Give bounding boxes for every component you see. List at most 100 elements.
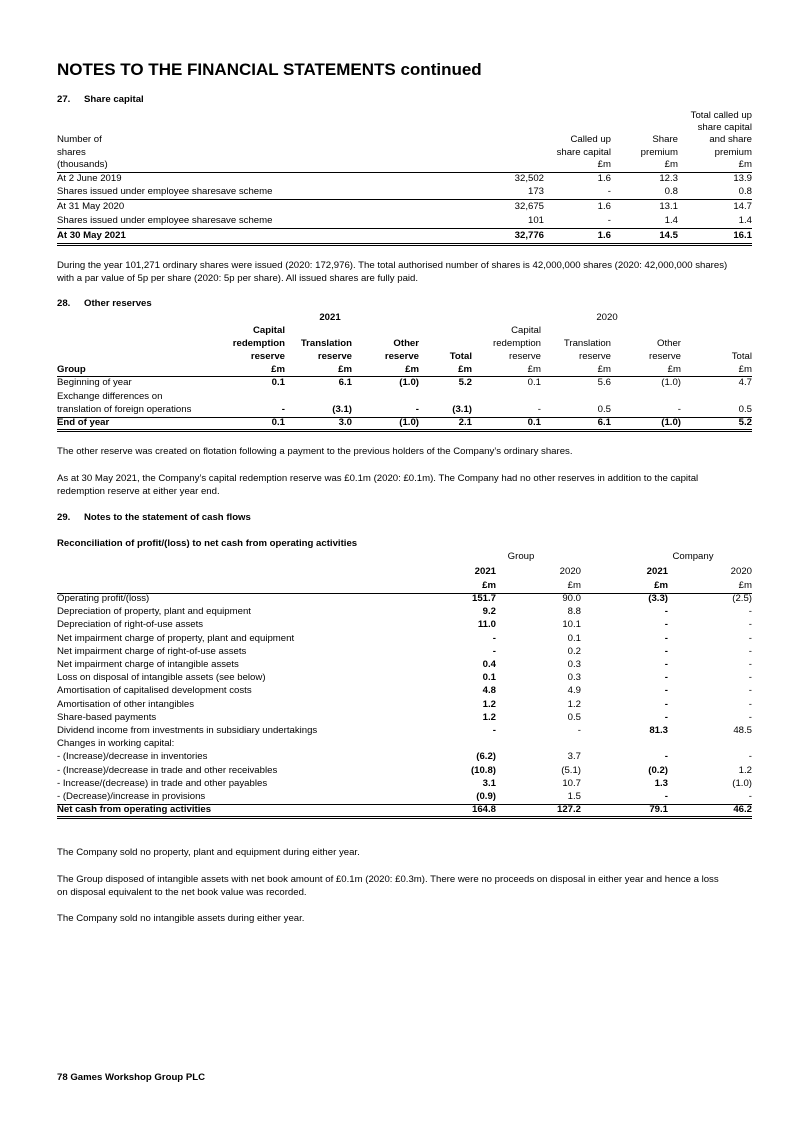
cell: 81.3 xyxy=(649,725,668,736)
cell: 0.5 xyxy=(567,711,581,723)
row-label: Net impairment charge of intangible asse… xyxy=(57,659,239,670)
paragraph-line: The Company sold no property, plant and … xyxy=(57,847,360,858)
row-label: Amortisation of capitalised development … xyxy=(57,685,252,697)
cell: 1.4 xyxy=(664,215,678,226)
cell: 12.3 xyxy=(659,173,678,184)
rule xyxy=(57,593,752,594)
paragraph-line: with a par value of 5p per share (2020: … xyxy=(57,273,419,284)
cell: 16.1 xyxy=(733,230,752,241)
cell: - xyxy=(748,685,752,697)
row-label: - (Increase)/decrease in trade and other… xyxy=(57,764,278,776)
row-label: At 2 June 2019 xyxy=(57,173,122,184)
cell: - xyxy=(492,632,496,644)
cell: - xyxy=(664,791,668,802)
column-header: Total called up xyxy=(690,109,752,121)
paragraph-line: As at 30 May 2021, the Company’s capital… xyxy=(57,473,699,484)
row-label: Depreciation of property, plant and equi… xyxy=(57,606,251,618)
row-label: translation of foreign operations xyxy=(57,404,192,415)
cell: (3.1) xyxy=(332,404,352,415)
column-header: £m xyxy=(597,159,611,170)
note-number: 29. xyxy=(57,512,71,523)
cell: 0.8 xyxy=(738,186,752,197)
cell: 101 xyxy=(527,215,544,226)
cell: 79.1 xyxy=(649,804,668,816)
cell: 32,675 xyxy=(514,201,544,212)
column-header: Other xyxy=(393,337,419,349)
cell: 164.8 xyxy=(471,804,496,816)
column-header: redemption xyxy=(493,337,541,349)
column-header: reserve xyxy=(649,350,681,362)
cell: 6.1 xyxy=(338,377,352,388)
note-number: 27. xyxy=(57,94,71,105)
row-label: Shares issued under employee sharesave s… xyxy=(57,215,273,226)
cell: 8.8 xyxy=(567,606,581,618)
cell: (0.2) xyxy=(648,764,668,776)
column-header: 2021 xyxy=(474,566,496,577)
cell: - xyxy=(748,659,752,670)
cell: - xyxy=(664,645,668,657)
note-title: Share capital xyxy=(84,94,144,105)
cell: - xyxy=(607,186,611,197)
column-header: £m xyxy=(738,159,752,170)
cell: 48.5 xyxy=(733,725,752,736)
column-header: £m xyxy=(654,580,668,591)
cell: 3.0 xyxy=(338,417,352,428)
cell: 10.7 xyxy=(562,777,581,789)
row-label: At 30 May 2021 xyxy=(57,230,126,241)
cell: 0.1 xyxy=(567,632,581,644)
cell: 32,776 xyxy=(514,230,544,241)
subheading: Reconciliation of profit/(loss) to net c… xyxy=(57,538,358,549)
cell: 0.3 xyxy=(567,659,581,670)
note-number: 28. xyxy=(57,298,71,309)
column-header: Group xyxy=(57,364,86,375)
rule xyxy=(57,228,752,229)
column-header: (thousands) xyxy=(57,159,108,170)
cell: - xyxy=(748,632,752,644)
cell: - xyxy=(748,619,752,631)
cell: 5.2 xyxy=(738,417,752,428)
cell: - xyxy=(492,725,496,736)
cell: - xyxy=(664,751,668,763)
row-label: Changes in working capital: xyxy=(57,738,175,750)
column-header: Number of xyxy=(57,134,102,146)
cell: 1.2 xyxy=(482,711,496,723)
row-label: Dividend income from investments in subs… xyxy=(57,725,318,736)
cell: 0.3 xyxy=(567,672,581,684)
row-label: Net impairment charge of right-of-use as… xyxy=(57,645,247,657)
column-header: share capital xyxy=(556,146,611,158)
cell: (2.5) xyxy=(732,593,752,604)
column-header: £m xyxy=(271,364,285,375)
cell: 0.8 xyxy=(664,186,678,197)
column-header: reserve xyxy=(384,350,419,362)
rule xyxy=(57,199,752,200)
column-header: reserve xyxy=(317,350,352,362)
cell: 127.2 xyxy=(556,804,581,816)
column-header: Capital xyxy=(253,324,285,336)
cell: - xyxy=(748,751,752,763)
cell: - xyxy=(664,711,668,723)
paragraph-line: The Group disposed of intangible assets … xyxy=(57,874,719,885)
row-label: Depreciation of right-of-use assets xyxy=(57,619,204,631)
cell: 0.1 xyxy=(271,377,285,388)
cell: 9.2 xyxy=(482,606,496,618)
cell: 90.0 xyxy=(562,593,581,604)
column-header: Total xyxy=(449,350,472,362)
row-label: Exchange differences on xyxy=(57,391,163,402)
cell: - xyxy=(748,698,752,710)
column-header: 2020 xyxy=(730,566,752,577)
cell: 151.7 xyxy=(471,593,496,604)
column-header: £m xyxy=(458,364,472,375)
rule xyxy=(57,816,752,819)
cell: 0.1 xyxy=(527,377,541,388)
column-header: reserve xyxy=(579,350,611,362)
column-header: £m xyxy=(482,580,496,591)
group-label: Company xyxy=(672,551,714,562)
cell: (3.3) xyxy=(648,593,668,604)
year-label: 2021 xyxy=(319,312,341,323)
rule xyxy=(57,417,752,418)
cell: - xyxy=(577,725,581,736)
column-header: share capital xyxy=(697,122,752,134)
column-header: £m xyxy=(738,580,752,591)
cell: 3.1 xyxy=(482,777,496,789)
cell: 1.3 xyxy=(654,777,668,789)
